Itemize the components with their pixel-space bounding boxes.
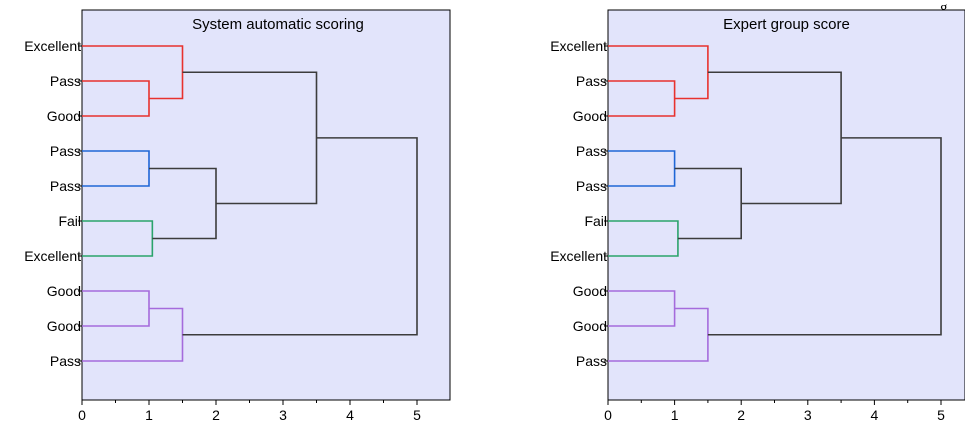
plot-area <box>607 9 965 401</box>
x-tick-label: 5 <box>937 407 945 423</box>
x-tick-label: 3 <box>804 407 812 423</box>
x-tick-label: 1 <box>145 407 153 423</box>
x-tick-label: 5 <box>413 407 421 423</box>
leaf-label: Excellent <box>550 38 607 54</box>
x-tick-label: 2 <box>212 407 220 423</box>
leaf-label: Pass <box>50 353 81 369</box>
leaf-label: Good <box>47 108 81 124</box>
leaf-label: Pass <box>50 73 81 89</box>
leaf-label: Pass <box>576 73 607 89</box>
x-tick-label: 0 <box>604 407 612 423</box>
leaf-label: Excellent <box>24 38 81 54</box>
leaf-label: Pass <box>50 178 81 194</box>
dendrogram-link <box>182 137 418 336</box>
leaf-label: Excellent <box>24 248 81 264</box>
leaf-label: Pass <box>576 178 607 194</box>
plot-area <box>81 9 451 401</box>
dendrogram-link <box>707 137 942 336</box>
leaf-label: Good <box>47 318 81 334</box>
x-tick-label: 4 <box>346 407 354 423</box>
chart-title: System automatic scoring <box>192 16 364 33</box>
leaf-label: Pass <box>576 143 607 159</box>
x-tick-label: 4 <box>871 407 879 423</box>
leaf-label: Fail <box>584 213 607 229</box>
leaf-label: Excellent <box>550 248 607 264</box>
dendrogram-panel-2: Expert group score Excellent Pass Good Pass P… <box>550 9 965 423</box>
leaf-label: Fail <box>58 213 81 229</box>
x-tick-label: 2 <box>737 407 745 423</box>
leaf-label: Pass <box>50 143 81 159</box>
x-tick-label: 1 <box>671 407 679 423</box>
chart-title: Expert group score <box>723 16 850 33</box>
leaf-label: Good <box>573 108 607 124</box>
leaf-label: Pass <box>576 353 607 369</box>
leaf-label: Good <box>573 283 607 299</box>
x-tick-label: 3 <box>279 407 287 423</box>
dendrogram-panel-1: System automatic scoring Excellent Pass Goo… <box>24 9 451 423</box>
corner-text: g <box>940 0 948 16</box>
leaf-label: Good <box>573 318 607 334</box>
leaf-label: Good <box>47 283 81 299</box>
x-tick-label: 0 <box>78 407 86 423</box>
